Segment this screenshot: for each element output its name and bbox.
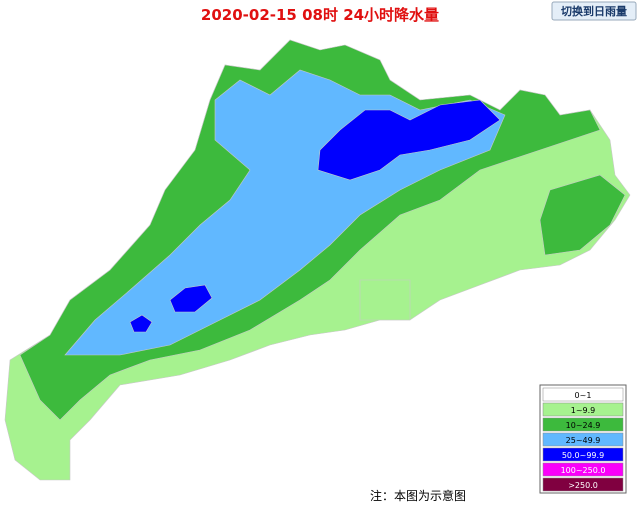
legend-label: 10~24.9 bbox=[566, 421, 601, 430]
title: 2020-02-15 08时 24小时降水量 bbox=[201, 6, 439, 24]
legend-label: >250.0 bbox=[568, 481, 598, 490]
legend-label: 0~1 bbox=[575, 391, 592, 400]
legend-swatch bbox=[542, 417, 624, 432]
legend-swatch bbox=[542, 402, 624, 417]
region-darkblue-sw bbox=[129, 314, 153, 333]
legend-swatch bbox=[542, 447, 624, 462]
region-green-east bbox=[539, 174, 626, 256]
legend-swatch bbox=[542, 462, 624, 477]
button-frame[interactable] bbox=[551, 1, 637, 21]
legend-label: 50.0~99.9 bbox=[562, 451, 604, 460]
legend-swatch bbox=[542, 477, 624, 492]
rain-map bbox=[4, 39, 631, 481]
legend-label: 1~9.9 bbox=[571, 406, 596, 415]
legend-swatch bbox=[542, 432, 624, 447]
button-label[interactable]: 切换到日雨量 bbox=[561, 4, 627, 18]
note: 注：本图为示意图 bbox=[370, 488, 466, 503]
legend: 0~1 1~9.9 10~24.9 25~49.9 50.0~99.9 100~250.0… bbox=[539, 384, 627, 494]
region-darkblue-west bbox=[169, 284, 213, 313]
legend-label: 100~250.0 bbox=[561, 466, 606, 475]
legend-label: 25~49.9 bbox=[566, 436, 601, 445]
switch-button[interactable]: 切换到日雨量 bbox=[551, 1, 637, 21]
legend-swatch bbox=[542, 387, 624, 402]
island-hainan-strait bbox=[359, 279, 411, 321]
region-darkblue-north bbox=[317, 99, 501, 181]
